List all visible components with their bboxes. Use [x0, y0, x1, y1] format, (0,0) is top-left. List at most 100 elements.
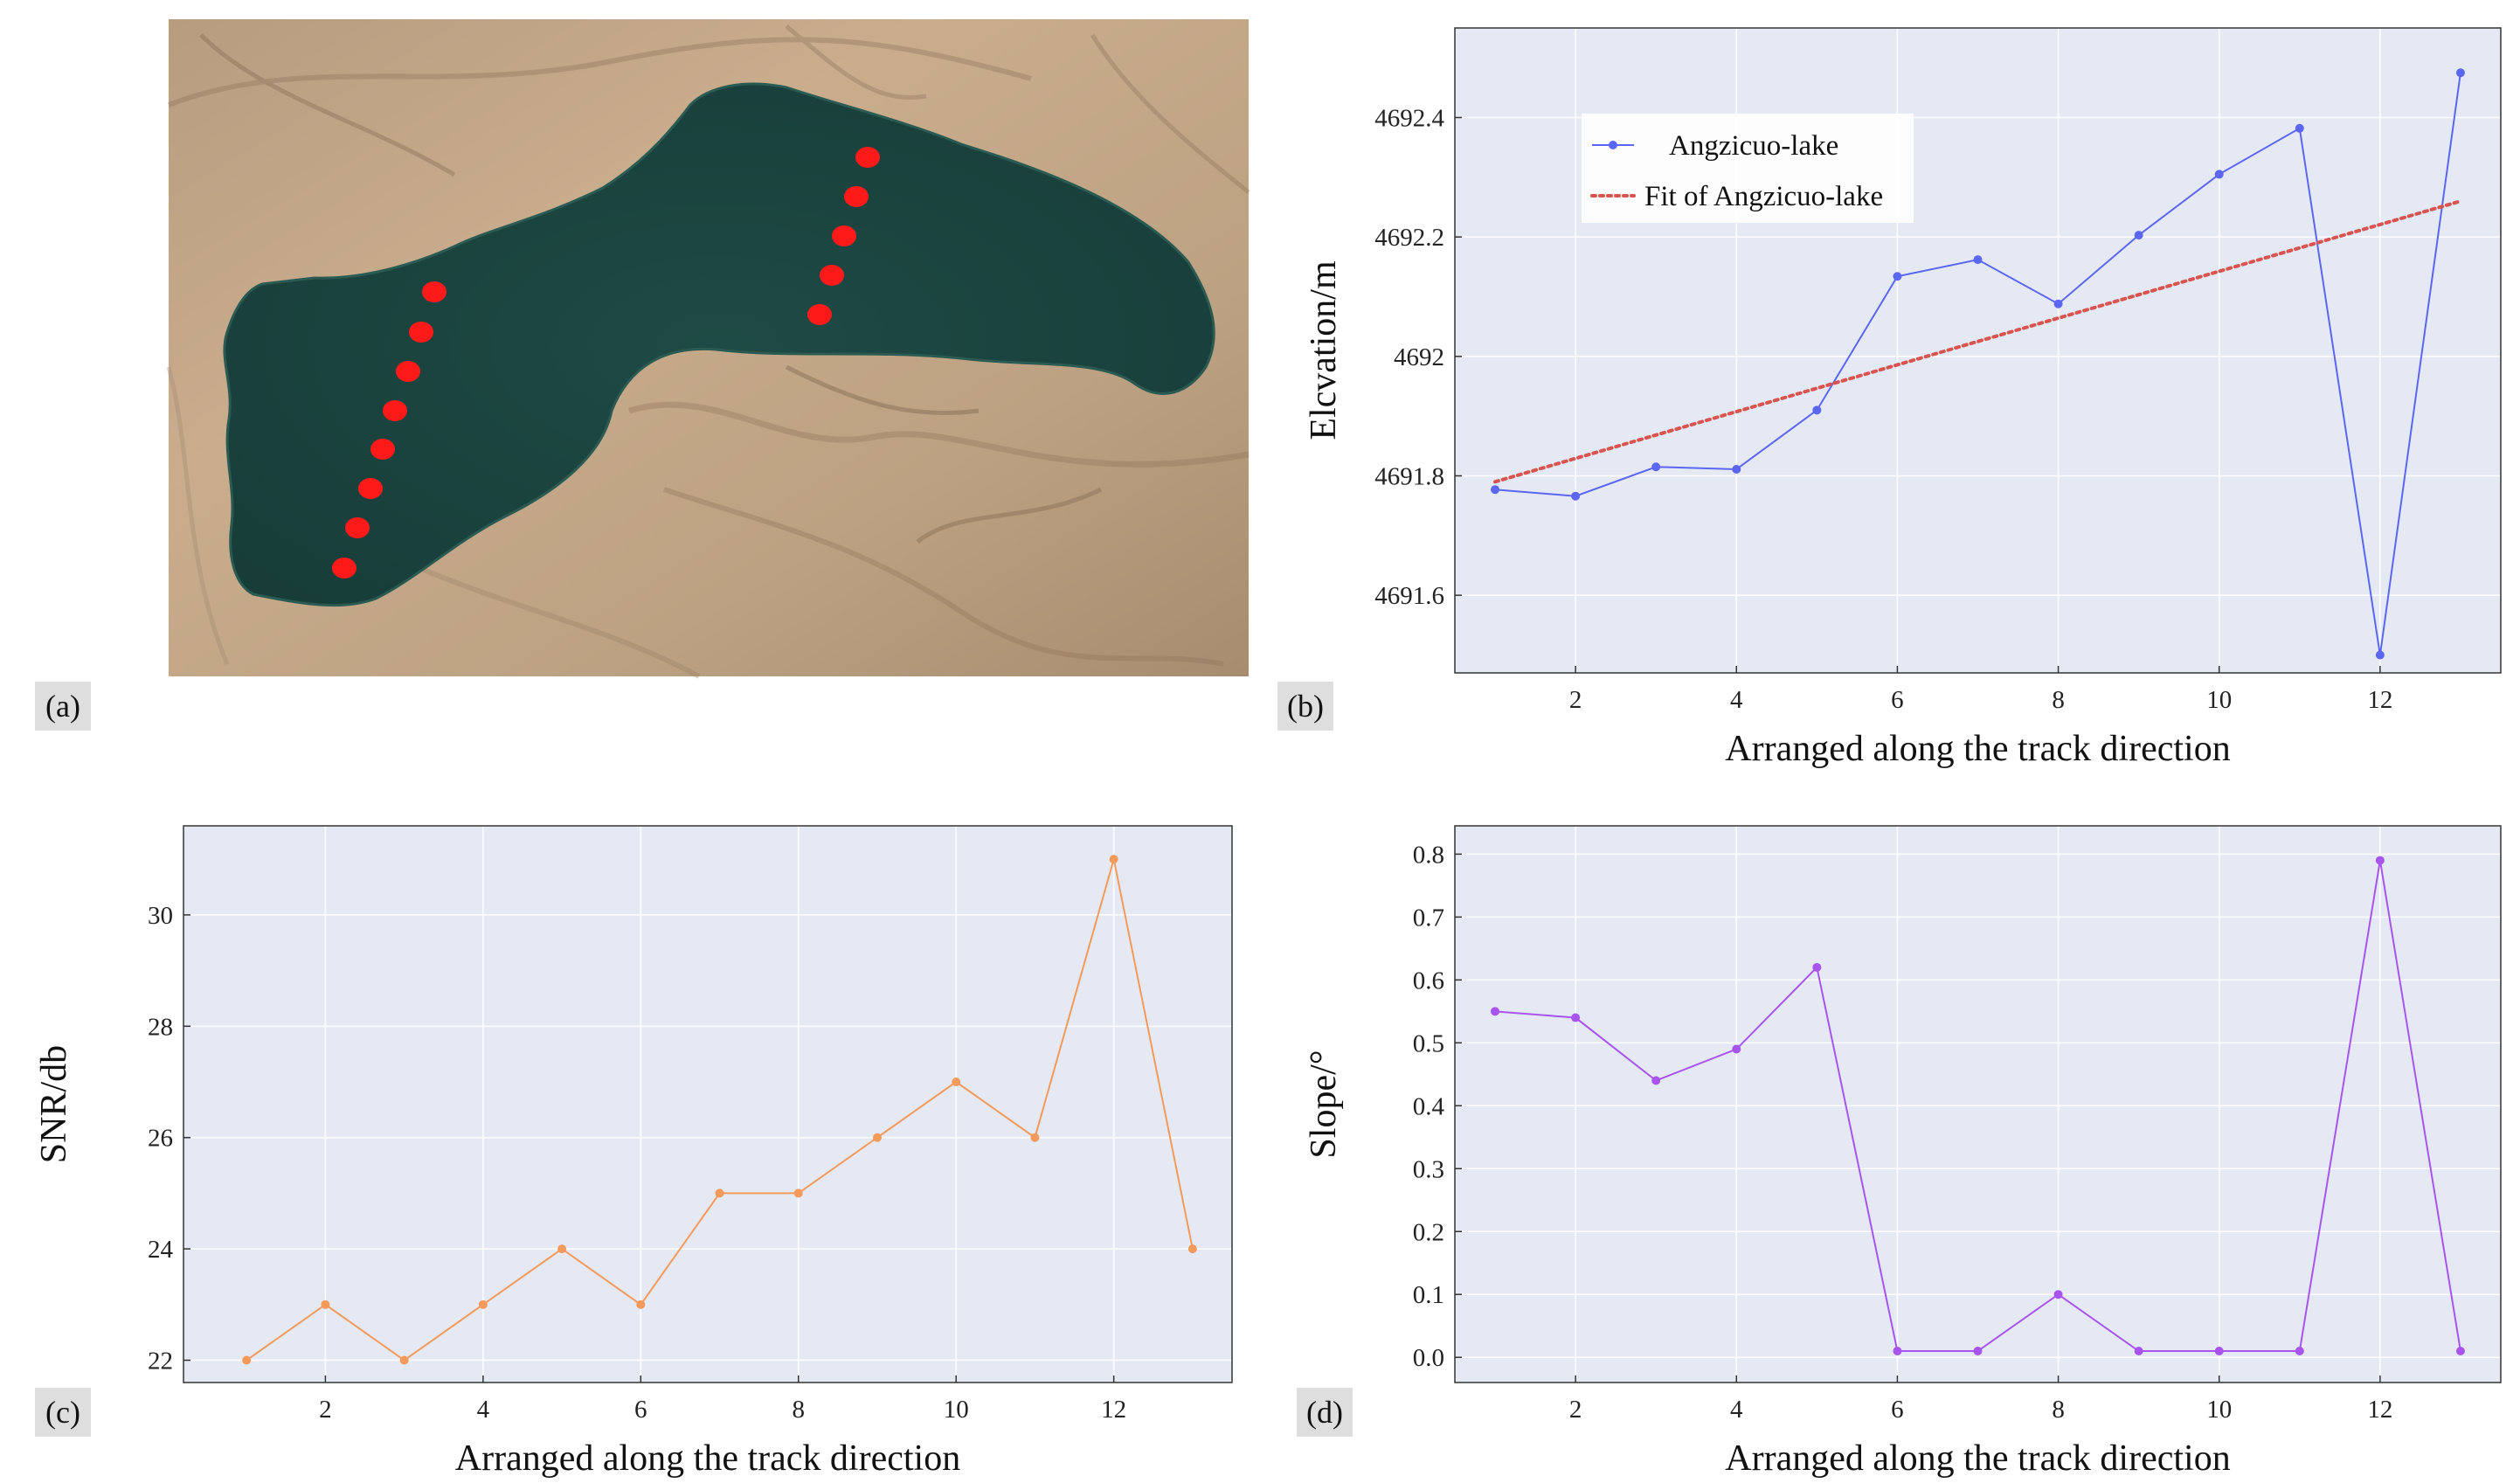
track-point — [370, 439, 395, 460]
data-point — [2134, 1347, 2143, 1356]
y-tick-label: 4691.6 — [1374, 582, 1444, 610]
x-axis-label: Arranged along the track direction — [1725, 729, 2230, 769]
y-tick-label: 0.4 — [1413, 1092, 1445, 1120]
y-tick-label: 0.1 — [1413, 1281, 1444, 1309]
data-point — [793, 1188, 803, 1198]
legend-box — [1582, 114, 1914, 223]
track-point — [832, 225, 856, 246]
legend-entry: Angzicuo-lake — [1669, 130, 1838, 162]
data-point — [872, 1133, 882, 1142]
track-points-left — [332, 281, 447, 579]
axes-frame — [1454, 825, 2502, 1383]
y-tick-label: 22 — [148, 1348, 173, 1376]
panel-label-d: (d) — [1297, 1388, 1353, 1437]
track-point — [409, 322, 433, 343]
y-tick-label: 28 — [148, 1013, 173, 1041]
fit-line — [1493, 199, 2462, 484]
data-point — [1571, 491, 1581, 501]
data-point — [321, 1299, 330, 1309]
y-tick-label: 4692.4 — [1374, 105, 1444, 133]
data-point — [1732, 1044, 1741, 1054]
elevation-chart: 2 4 6 8 10 12 4691.6 4691.8 4692 4692.2 4692.4 Arra… — [1304, 27, 2502, 769]
axes-frame — [1454, 27, 2502, 674]
map-panel — [166, 19, 1250, 679]
track-point — [345, 517, 370, 538]
data-point — [2295, 123, 2304, 133]
y-tick-label: 0.6 — [1413, 967, 1444, 994]
data-point — [715, 1188, 724, 1198]
y-tick-label: 0.2 — [1413, 1218, 1444, 1246]
track-point — [820, 265, 844, 286]
data-point — [1893, 272, 1902, 281]
x-tick-label: 12 — [1101, 1396, 1126, 1424]
data-point — [2214, 170, 2224, 179]
x-tick-label: 4 — [477, 1396, 490, 1424]
x-tick-label: 10 — [944, 1396, 969, 1424]
slope-chart: 2 4 6 8 10 12 0.0 0.1 0.2 0.3 0.4 0.5 0.6 0.7 0.8 Arran… — [1304, 825, 2502, 1479]
svg-text:(b): (b) — [1287, 689, 1324, 724]
track-point — [844, 186, 869, 207]
data-point — [2214, 1347, 2224, 1356]
x-tick-label: 8 — [2052, 686, 2065, 714]
data-point — [2455, 1347, 2465, 1356]
track-point — [396, 361, 420, 382]
data-point — [1491, 485, 1500, 495]
data-point — [1651, 462, 1661, 472]
data-point — [2134, 231, 2143, 240]
data-point — [1732, 464, 1741, 474]
data-point — [2375, 856, 2385, 865]
lake-shape — [223, 82, 1215, 607]
y-tick-label: 26 — [148, 1125, 173, 1153]
axes-frame — [183, 825, 1233, 1383]
data-point — [1651, 1076, 1661, 1085]
y-axis-label: Elcvation/m — [1304, 260, 1344, 440]
x-tick-label: 10 — [2206, 686, 2232, 714]
data-point — [1893, 1347, 1902, 1356]
data-point — [1030, 1133, 1040, 1142]
svg-text:(c): (c) — [45, 1395, 80, 1430]
data-point — [1973, 1347, 1983, 1356]
x-tick-label: 8 — [793, 1396, 806, 1424]
svg-text:(a): (a) — [45, 689, 80, 724]
y-axis-label: Slope/° — [1304, 1050, 1344, 1158]
data-point — [242, 1355, 252, 1365]
data-point — [1973, 255, 1983, 265]
data-point — [2455, 68, 2465, 78]
x-tick-label: 2 — [319, 1396, 332, 1424]
data-point — [1491, 1007, 1500, 1016]
x-tick-label: 2 — [1569, 1396, 1582, 1424]
data-point — [1812, 962, 1822, 972]
y-tick-label: 0.7 — [1413, 904, 1444, 932]
svg-text:(d): (d) — [1306, 1395, 1343, 1430]
y-tick-label: 0.0 — [1413, 1344, 1444, 1372]
x-tick-label: 6 — [1891, 1396, 1904, 1424]
track-point — [383, 400, 407, 421]
x-axis-label: Arranged along the track direction — [455, 1438, 960, 1479]
x-tick-label: 4 — [1730, 686, 1743, 714]
y-tick-label: 4692.2 — [1374, 224, 1444, 252]
x-tick-label: 10 — [2206, 1396, 2232, 1424]
plot-area — [183, 826, 1232, 1383]
x-tick-label: 12 — [2367, 1396, 2392, 1424]
track-point — [855, 147, 880, 168]
plot-area — [1455, 826, 2501, 1383]
data-point — [636, 1299, 646, 1309]
x-axis-label: Arranged along the track direction — [1725, 1438, 2230, 1479]
y-tick-label: 30 — [148, 902, 173, 930]
track-point — [807, 304, 832, 325]
data-point — [399, 1355, 409, 1365]
data-point — [2375, 650, 2385, 660]
data-point — [1109, 855, 1118, 864]
x-tick-label: 4 — [1730, 1396, 1743, 1424]
y-axis-label: SNR/db — [34, 1045, 74, 1163]
data-point — [2053, 299, 2063, 308]
data-point — [1187, 1244, 1197, 1254]
y-tick-label: 4692 — [1394, 343, 1444, 371]
legend-marker — [1609, 141, 1617, 149]
x-tick-label: 6 — [1891, 686, 1904, 714]
y-tick-label: 24 — [148, 1236, 174, 1264]
data-point — [478, 1299, 488, 1309]
data-point — [1571, 1013, 1581, 1022]
